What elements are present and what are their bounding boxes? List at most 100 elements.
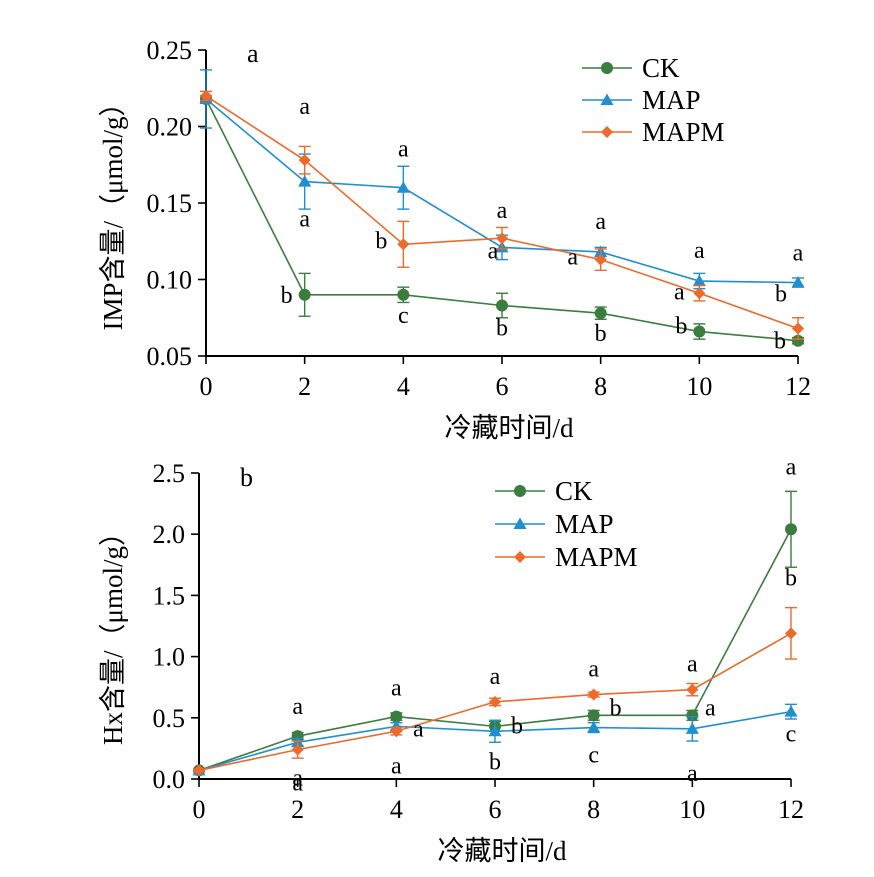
legend-label: CK (555, 476, 593, 506)
y-tick-label: 0.10 (147, 266, 193, 295)
y-tick-label: 2.0 (153, 520, 186, 549)
data-point (785, 627, 797, 640)
x-tick-label: 2 (291, 795, 304, 824)
data-point (489, 695, 501, 708)
legend-marker (513, 517, 527, 529)
x-tick-label: 10 (679, 795, 705, 824)
data-point (587, 709, 600, 722)
panel-b-tag: b (240, 463, 253, 492)
significance-letter: b (511, 713, 523, 739)
data-point (594, 253, 607, 266)
legend-label: CK (642, 53, 680, 83)
series-map (199, 69, 805, 290)
panel-b-series (192, 490, 798, 777)
data-point (692, 274, 706, 287)
series-mapm (200, 89, 804, 340)
legend-marker (514, 551, 526, 563)
data-point (785, 523, 797, 536)
legend-marker (601, 62, 613, 74)
significance-letter: a (705, 695, 716, 721)
legend-label: MAPM (642, 117, 725, 147)
significance-letter: b (775, 281, 787, 307)
panel-a-ticks: 0.05 0.10 0.15 0.20 0.25 0 2 4 6 8 10 12 (147, 36, 812, 401)
significance-letter: a (391, 676, 402, 702)
panel-a-y-axis-title: IMP含量/（μmol/g） (98, 90, 128, 331)
data-point (587, 688, 600, 701)
x-tick-label: 12 (785, 372, 811, 401)
data-point (693, 287, 706, 300)
panel-a-series (199, 69, 805, 347)
data-point (594, 307, 607, 320)
x-tick-label: 0 (193, 795, 206, 824)
significance-letter: a (588, 657, 599, 683)
data-point (693, 325, 706, 338)
legend-item-map: MAP (582, 85, 701, 115)
panel-a-tag: a (247, 39, 259, 68)
panel-b-ticks: 0.0 0.5 1.0 1.5 2.0 2.5 0 2 4 6 8 10 12 (153, 459, 805, 824)
significance-letter: a (490, 664, 501, 690)
data-point (291, 743, 304, 756)
y-tick-label: 0.05 (147, 342, 193, 371)
significance-letter: c (786, 722, 797, 748)
data-point (397, 238, 410, 251)
significance-letter: a (488, 238, 499, 264)
panel-b-y-axis-title: Hx含量/（μmol/g） (98, 519, 128, 745)
data-point (685, 722, 699, 734)
y-tick-label: 0.25 (147, 36, 193, 65)
legend-marker (514, 485, 526, 497)
y-tick-label: 2.5 (153, 459, 186, 488)
data-point (792, 322, 804, 335)
data-point (298, 154, 311, 167)
significance-letter: a (299, 207, 310, 233)
data-point (488, 724, 502, 737)
data-point (193, 764, 205, 777)
significance-letter: b (496, 316, 508, 342)
x-tick-label: 4 (390, 795, 403, 824)
significance-letter: c (588, 743, 599, 769)
significance-letter: a (687, 652, 698, 678)
significance-letter: b (774, 329, 786, 355)
data-point (791, 276, 805, 288)
panel-b-x-axis-title: 冷藏时间/d (437, 836, 567, 866)
significance-letter: a (391, 753, 402, 779)
significance-letter: b (595, 321, 607, 347)
data-point (496, 299, 508, 312)
data-point (686, 683, 699, 696)
legend-label: MAP (555, 509, 614, 539)
legend-label: MAP (642, 85, 701, 115)
significance-letter: a (292, 770, 303, 796)
significance-letter: a (793, 241, 804, 267)
y-tick-label: 0.20 (147, 113, 193, 142)
significance-letter: a (786, 454, 797, 480)
legend-item-mapm: MAPM (495, 542, 638, 572)
x-tick-label: 0 (200, 372, 213, 401)
x-tick-label: 4 (397, 372, 410, 401)
legend-item-ck: CK (582, 53, 680, 83)
significance-letter: a (413, 716, 424, 742)
legend-item-mapm: MAPM (582, 117, 725, 147)
x-tick-label: 12 (778, 795, 804, 824)
x-tick-label: 10 (686, 372, 712, 401)
significance-letter: a (299, 94, 310, 120)
y-tick-label: 0.15 (147, 189, 193, 218)
panel-a: a 0.050.100.150.200.250 2 4 6 8 10 12 bc b b bbaa… (98, 36, 811, 443)
data-point (298, 175, 312, 187)
panel-a-x-axis-title: 冷藏时间/d (444, 413, 574, 443)
significance-letter: a (694, 238, 705, 264)
legend-marker (601, 126, 613, 138)
data-point (587, 721, 601, 733)
x-tick-label: 2 (298, 372, 311, 401)
data-point (397, 288, 410, 301)
legend-item-ck: CK (495, 476, 593, 506)
legend-label: MAPM (555, 542, 638, 572)
data-point (390, 725, 403, 738)
significance-letter: b (675, 314, 687, 340)
data-point (396, 181, 410, 193)
significance-letter: a (497, 198, 508, 224)
